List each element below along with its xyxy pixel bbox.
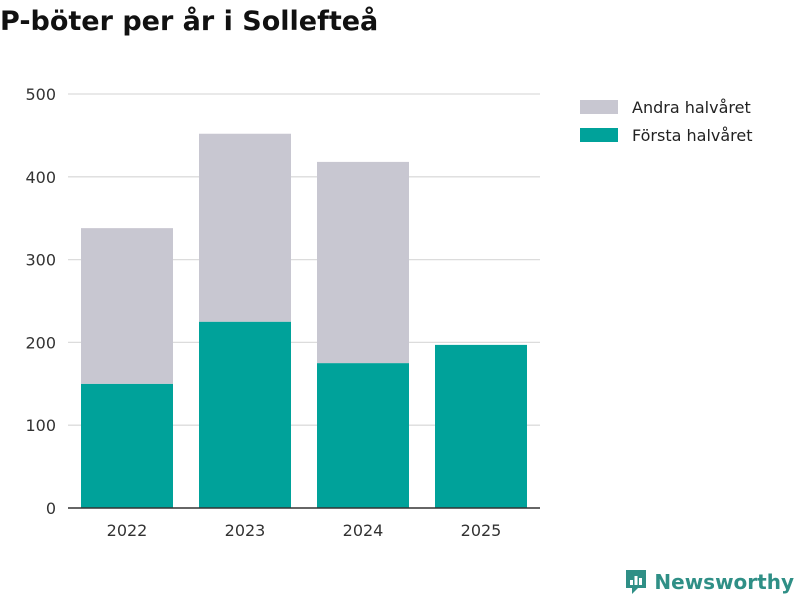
- y-tick-label: 300: [25, 251, 56, 270]
- y-tick-label: 200: [25, 333, 56, 352]
- brand-name: Newsworthy: [654, 570, 794, 594]
- x-tick-label: 2024: [343, 521, 384, 540]
- brand-logo: Newsworthy: [624, 568, 794, 596]
- bar-andra-halvaret: [81, 228, 173, 384]
- y-tick-label: 100: [25, 416, 56, 435]
- chart-title: P-böter per år i Sollefteå: [0, 6, 379, 37]
- newsworthy-logo-icon: [626, 570, 647, 594]
- legend-swatch: [580, 100, 618, 114]
- x-tick-label: 2023: [225, 521, 266, 540]
- legend-label: Andra halvåret: [632, 98, 751, 117]
- y-tick-label: 0: [46, 499, 56, 518]
- bar-forsta-halvaret: [81, 383, 173, 508]
- legend-swatch: [580, 128, 618, 142]
- y-tick-label: 500: [25, 85, 56, 104]
- x-tick-label: 2022: [107, 521, 148, 540]
- bar-andra-halvaret: [317, 161, 409, 364]
- bar-forsta-halvaret: [435, 344, 527, 508]
- bar-forsta-halvaret: [199, 321, 291, 508]
- bar-forsta-halvaret: [317, 363, 409, 508]
- bar-andra-halvaret: [199, 133, 291, 322]
- y-tick-label: 400: [25, 168, 56, 187]
- x-tick-label: 2025: [461, 521, 502, 540]
- legend-label: Första halvåret: [632, 126, 753, 145]
